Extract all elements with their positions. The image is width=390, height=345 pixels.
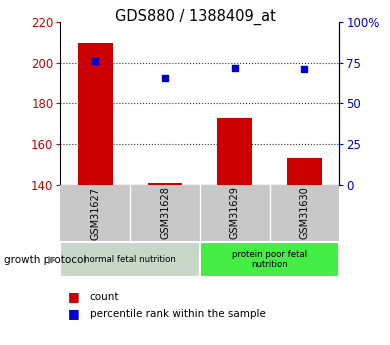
Text: ■: ■ xyxy=(68,290,80,303)
Point xyxy=(232,65,238,71)
Bar xyxy=(200,242,339,277)
Text: normal fetal nutrition: normal fetal nutrition xyxy=(84,255,176,264)
Text: GSM31629: GSM31629 xyxy=(230,187,240,239)
Text: growth protocol: growth protocol xyxy=(4,255,86,265)
Bar xyxy=(78,43,113,185)
Text: percentile rank within the sample: percentile rank within the sample xyxy=(90,309,266,319)
Bar xyxy=(217,118,252,185)
Text: GSM31627: GSM31627 xyxy=(90,187,100,239)
Point xyxy=(92,59,98,64)
Text: GSM31630: GSM31630 xyxy=(300,187,309,239)
Point xyxy=(162,75,168,80)
Bar xyxy=(287,158,322,185)
Text: GDS880 / 1388409_at: GDS880 / 1388409_at xyxy=(115,9,275,25)
Text: GSM31628: GSM31628 xyxy=(160,187,170,239)
Text: count: count xyxy=(90,292,119,302)
Text: ▶: ▶ xyxy=(48,255,57,265)
Text: protein poor fetal
nutrition: protein poor fetal nutrition xyxy=(232,250,307,269)
Bar xyxy=(60,242,200,277)
Text: ■: ■ xyxy=(68,307,80,321)
Bar xyxy=(147,183,183,185)
Point xyxy=(301,67,308,72)
